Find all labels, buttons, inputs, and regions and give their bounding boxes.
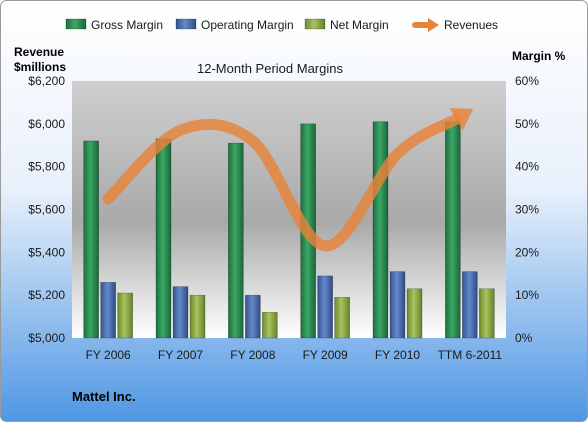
revenue-arrow-head [449, 107, 474, 131]
legend-label: Revenues [444, 18, 498, 32]
net-margin-bar [189, 294, 206, 339]
revenue-trend [102, 107, 474, 252]
left-axis-tick-label: $6,200 [28, 74, 65, 88]
right-axis-label: Margin % [512, 49, 566, 63]
gross-margin-bar [155, 138, 172, 339]
net-margin-bar [334, 297, 350, 339]
x-axis-tick-label: FY 2010 [375, 348, 420, 362]
left-axis-tick-label: $6,000 [28, 117, 65, 131]
company-label: Mattel Inc. [72, 389, 136, 404]
legend-label: Gross Margin [91, 18, 163, 32]
gross-margin-bar [445, 121, 461, 339]
left-axis-tick-label: $5,400 [28, 245, 65, 259]
left-axis-tick-label: $5,600 [28, 203, 65, 217]
net-margin-bar [479, 288, 495, 339]
operating-margin-legend-swatch [175, 18, 197, 30]
legend-label: Operating Margin [201, 18, 294, 32]
chart-title: 12-Month Period Margins [197, 61, 343, 76]
right-axis-tick-label: 60% [515, 74, 539, 88]
x-axis-tick-label: FY 2008 [230, 348, 275, 362]
x-axis-tick-label: TTM 6-2011 [438, 348, 503, 362]
legend: Gross Margin Operating Margin Net Margin Re… [65, 18, 498, 32]
operating-margin-bar [462, 271, 478, 339]
left-axis-label-line1: Revenue [14, 45, 64, 59]
left-axis-tick-label: $5,800 [28, 160, 65, 174]
gross-margin-bar [228, 142, 244, 339]
gross-margin-legend-swatch [65, 18, 87, 30]
x-axis-tick-label: FY 2007 [158, 348, 203, 362]
operating-margin-bar [317, 275, 333, 339]
right-axis-tick-label: 0% [515, 331, 533, 345]
legend-label: Net Margin [330, 18, 389, 32]
operating-margin-bar [389, 271, 406, 339]
revenue-trend-line [102, 113, 462, 252]
operating-margin-bar [100, 282, 116, 339]
left-axis-tick-label: $5,000 [28, 331, 65, 345]
gross-margin-bar [372, 121, 389, 339]
right-axis-tick-label: 40% [515, 160, 539, 174]
net-margin-legend-swatch [304, 18, 326, 30]
operating-margin-bar [245, 294, 261, 339]
right-axis-tick-label: 50% [515, 117, 539, 131]
right-axis-tick-label: 10% [515, 288, 539, 302]
right-axis-tick-label: 20% [515, 245, 539, 259]
x-axis-tick-label: FY 2009 [303, 348, 348, 362]
gross-margin-bar [83, 140, 99, 339]
revenues-legend-arrow-head [428, 18, 439, 32]
axes: $5,000 $5,200 $5,400 $5,600 $5,800 $6,000 $6,2… [28, 74, 539, 362]
left-axis-tick-label: $5,200 [28, 288, 65, 302]
net-margin-bar [117, 292, 133, 339]
operating-margin-bar [172, 286, 189, 339]
x-axis-tick-label: FY 2006 [86, 348, 131, 362]
net-margin-bar [262, 311, 278, 339]
net-margin-bar [406, 288, 423, 339]
left-axis-label-line2: $millions [14, 60, 66, 74]
right-axis-tick-label: 30% [515, 203, 539, 217]
